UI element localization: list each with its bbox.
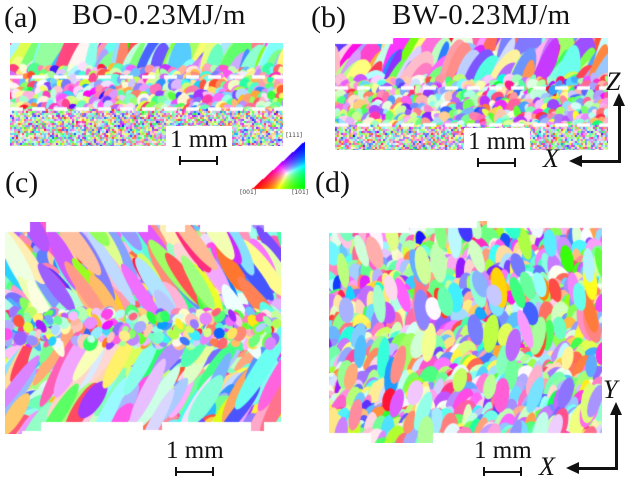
x-axis-arrow-icon-bottom bbox=[566, 462, 579, 474]
panel-a-ebsd-map bbox=[10, 43, 283, 146]
scalebar-label: 1 mm bbox=[470, 437, 536, 464]
scalebar-bar bbox=[483, 467, 523, 476]
x-axis-label-top: X bbox=[543, 144, 559, 173]
ipf-label-001: [001] bbox=[240, 189, 257, 196]
panel-d-label: (d) bbox=[315, 166, 350, 199]
scalebar-bar bbox=[477, 158, 517, 167]
x-axis-line-top bbox=[581, 160, 621, 163]
y-axis-arrow-icon bbox=[610, 402, 622, 415]
panel-a-label: (a) bbox=[4, 1, 38, 34]
panel-b-title: BW-0.23MJ/m bbox=[392, 0, 571, 31]
panel-c-ebsd-map bbox=[5, 222, 281, 434]
z-axis-line bbox=[618, 104, 621, 162]
scalebar-bar bbox=[175, 467, 215, 476]
y-axis-line bbox=[615, 413, 618, 470]
scalebar-label: 1 mm bbox=[162, 437, 228, 464]
panel-a-scalebar: 1 mm bbox=[166, 126, 232, 165]
scalebar-label: 1 mm bbox=[464, 128, 530, 155]
x-axis-label-bottom: X bbox=[539, 452, 555, 481]
panel-d-scalebar: 1 mm bbox=[470, 437, 536, 476]
ipf-label-111: [111] bbox=[286, 132, 303, 139]
x-axis-line-bottom bbox=[578, 467, 618, 470]
z-axis-arrow-icon bbox=[613, 93, 625, 106]
panel-c-label: (c) bbox=[5, 166, 39, 199]
scalebar-label: 1 mm bbox=[166, 126, 232, 153]
ipf-color-triangle bbox=[251, 140, 305, 190]
panel-d-ebsd-map bbox=[329, 221, 602, 443]
scalebar-bar bbox=[179, 156, 219, 165]
x-axis-arrow-icon-top bbox=[569, 155, 582, 167]
ipf-label-101: [101] bbox=[292, 189, 309, 196]
z-axis-label: Z bbox=[606, 67, 621, 96]
panel-c-scalebar: 1 mm bbox=[162, 437, 228, 476]
panel-b-label: (b) bbox=[311, 1, 346, 34]
panel-b-scalebar: 1 mm bbox=[464, 128, 530, 167]
panel-a-title: BO-0.23MJ/m bbox=[72, 0, 246, 31]
y-axis-label: Y bbox=[603, 375, 618, 404]
